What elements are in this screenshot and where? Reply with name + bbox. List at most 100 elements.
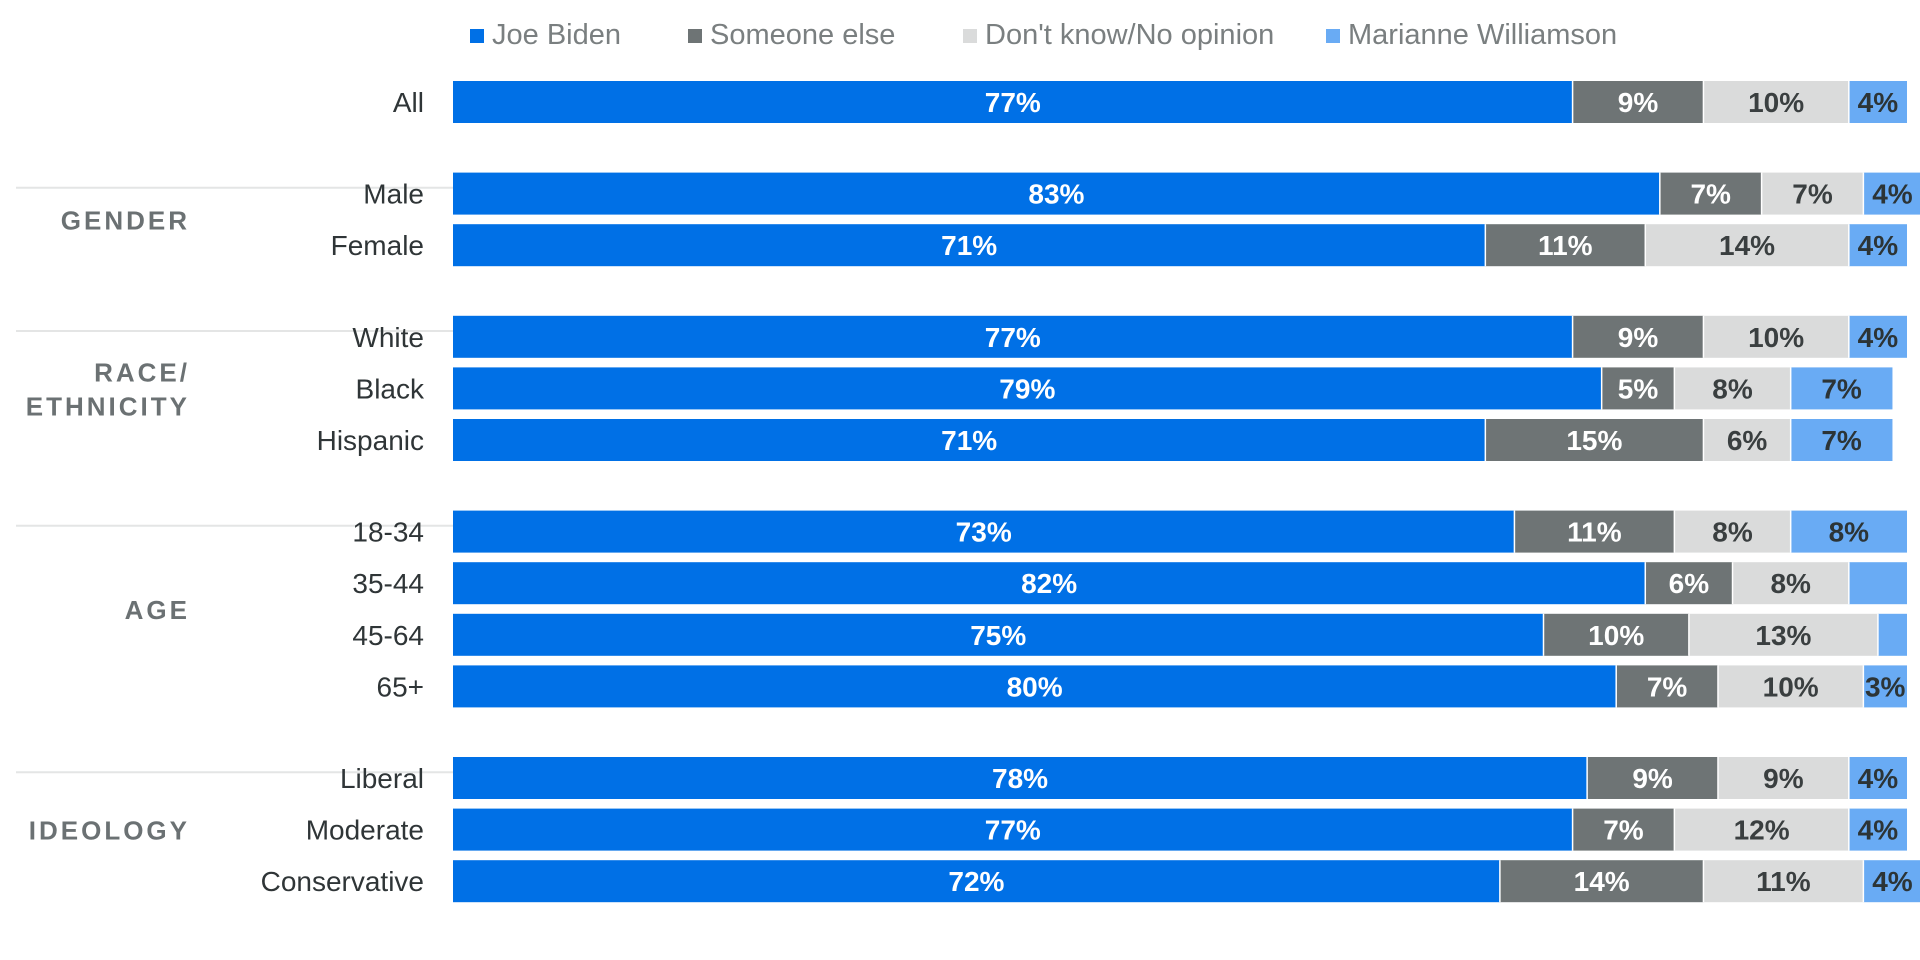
bar-segment <box>1572 315 1704 358</box>
data-label: 78% <box>992 763 1048 794</box>
data-label: 5% <box>1618 373 1659 404</box>
bar-segment <box>1790 419 1893 461</box>
category-label: Moderate <box>306 815 424 846</box>
bar-row: Black 79% 5% 8% 7% <box>356 367 1893 410</box>
bar-segment <box>453 419 1486 461</box>
data-label: 9% <box>1618 322 1659 353</box>
legend-label: Joe Biden <box>492 19 621 51</box>
legend-item: Joe Biden <box>470 19 621 51</box>
data-label: 10% <box>1588 620 1644 651</box>
bar-segment <box>1703 81 1849 123</box>
group-title: AGE <box>125 595 190 625</box>
bar-segment <box>453 613 1544 656</box>
bar-row: 65+ 80% 7% 10% 3% <box>377 665 1907 708</box>
group-title: GENDER <box>61 205 190 235</box>
bar-segment <box>1761 172 1864 215</box>
data-label: 10% <box>1748 322 1804 353</box>
data-label: 8% <box>1770 568 1811 599</box>
bar-segment <box>453 510 1515 553</box>
data-label: 6% <box>1727 425 1768 456</box>
chart-rows: All 77% 9% 10% 4% Male 83% 7% 7% 4% Female 71% 11% 14… <box>261 81 1920 903</box>
data-label: 11% <box>1567 517 1622 548</box>
category-label: 65+ <box>377 671 425 702</box>
data-label: 9% <box>1618 87 1659 118</box>
bar-segment <box>1601 367 1675 410</box>
data-label: 3% <box>1865 671 1906 702</box>
data-label: 7% <box>1603 815 1644 846</box>
data-label: 4% <box>1858 815 1899 846</box>
bar-segment <box>453 757 1588 799</box>
data-label: 4% <box>1858 763 1899 794</box>
group-title-line: GENDER <box>61 205 190 235</box>
data-label: 71% <box>941 230 997 261</box>
data-label: 14% <box>1574 866 1630 897</box>
bar-segment <box>1790 367 1893 410</box>
category-label: Black <box>356 373 425 404</box>
group-title-line: AGE <box>125 595 190 625</box>
data-label: 4% <box>1858 322 1899 353</box>
legend-swatch <box>470 29 484 43</box>
bar-segment <box>1703 860 1864 903</box>
data-label: 4% <box>1858 87 1899 118</box>
data-label: 73% <box>956 517 1012 548</box>
data-label: 8% <box>1712 373 1753 404</box>
data-label: 11% <box>1756 866 1811 897</box>
group-title-line: IDEOLOGY <box>29 816 190 846</box>
bar-row: 18-34 73% 11% 8% 8% <box>352 510 1907 553</box>
data-label: 79% <box>999 373 1055 404</box>
category-label: Male <box>363 179 424 210</box>
bar-segment <box>1514 510 1675 553</box>
data-label: 12% <box>1734 815 1790 846</box>
chart-legend: Joe Biden Someone else Don't know/No opini… <box>470 19 1617 51</box>
data-label: 4% <box>1872 179 1913 210</box>
data-label: 71% <box>941 425 997 456</box>
bar-segment <box>1717 757 1849 799</box>
bar-segment <box>1863 172 1920 215</box>
data-label: 11% <box>1538 230 1593 261</box>
bar-segment <box>1703 419 1791 461</box>
bar-row: All 77% 9% 10% 4% <box>393 81 1907 123</box>
bar-segment <box>1848 757 1907 799</box>
category-label: Conservative <box>261 866 424 897</box>
data-label: 13% <box>1755 620 1811 651</box>
bar-segment <box>453 665 1617 708</box>
data-label: 9% <box>1763 763 1804 794</box>
bar-segment <box>1485 419 1704 461</box>
data-label: 7% <box>1792 179 1833 210</box>
bar-segment <box>1848 224 1907 267</box>
group-title-line: RACE/ <box>94 357 190 387</box>
data-label: 8% <box>1712 517 1753 548</box>
category-label: White <box>352 322 424 353</box>
data-label: 72% <box>948 866 1004 897</box>
legend-label: Don't know/No opinion <box>985 19 1274 51</box>
data-label: 10% <box>1763 671 1819 702</box>
bar-row: Female 71% 11% 14% 4% <box>331 224 1907 267</box>
legend-label: Marianne Williamson <box>1348 19 1617 51</box>
bar-segment <box>1543 613 1689 656</box>
bar-segment <box>1877 613 1907 656</box>
bar-segment <box>453 562 1646 605</box>
bar-segment <box>1485 224 1646 267</box>
group-title-line: ETHNICITY <box>26 391 190 421</box>
data-label: 80% <box>1007 671 1063 702</box>
bar-segment <box>453 315 1573 358</box>
bar-row: Conservative 72% 14% 11% 4% <box>261 860 1920 903</box>
data-label: 7% <box>1821 425 1862 456</box>
category-label: Female <box>331 230 424 261</box>
data-label: 83% <box>1028 179 1084 210</box>
bar-segment <box>453 808 1573 851</box>
category-label: 35-44 <box>352 568 424 599</box>
bar-segment <box>1674 808 1849 851</box>
data-label: 7% <box>1821 373 1862 404</box>
data-label: 7% <box>1690 179 1731 210</box>
data-label: 77% <box>985 87 1041 118</box>
bar-row: 45-64 75% 10% 13% <box>352 613 1907 656</box>
bar-row: White 77% 9% 10% 4% <box>352 315 1907 358</box>
group-title: IDEOLOGY <box>29 816 190 846</box>
category-label: Hispanic <box>317 425 424 456</box>
data-label: 75% <box>970 620 1026 651</box>
group-titles: GENDER RACE/ETHNICITY AGE IDEOLOGY <box>26 205 190 846</box>
bar-segment <box>1863 665 1907 708</box>
data-label: 15% <box>1566 425 1622 456</box>
category-label: 45-64 <box>352 620 424 651</box>
